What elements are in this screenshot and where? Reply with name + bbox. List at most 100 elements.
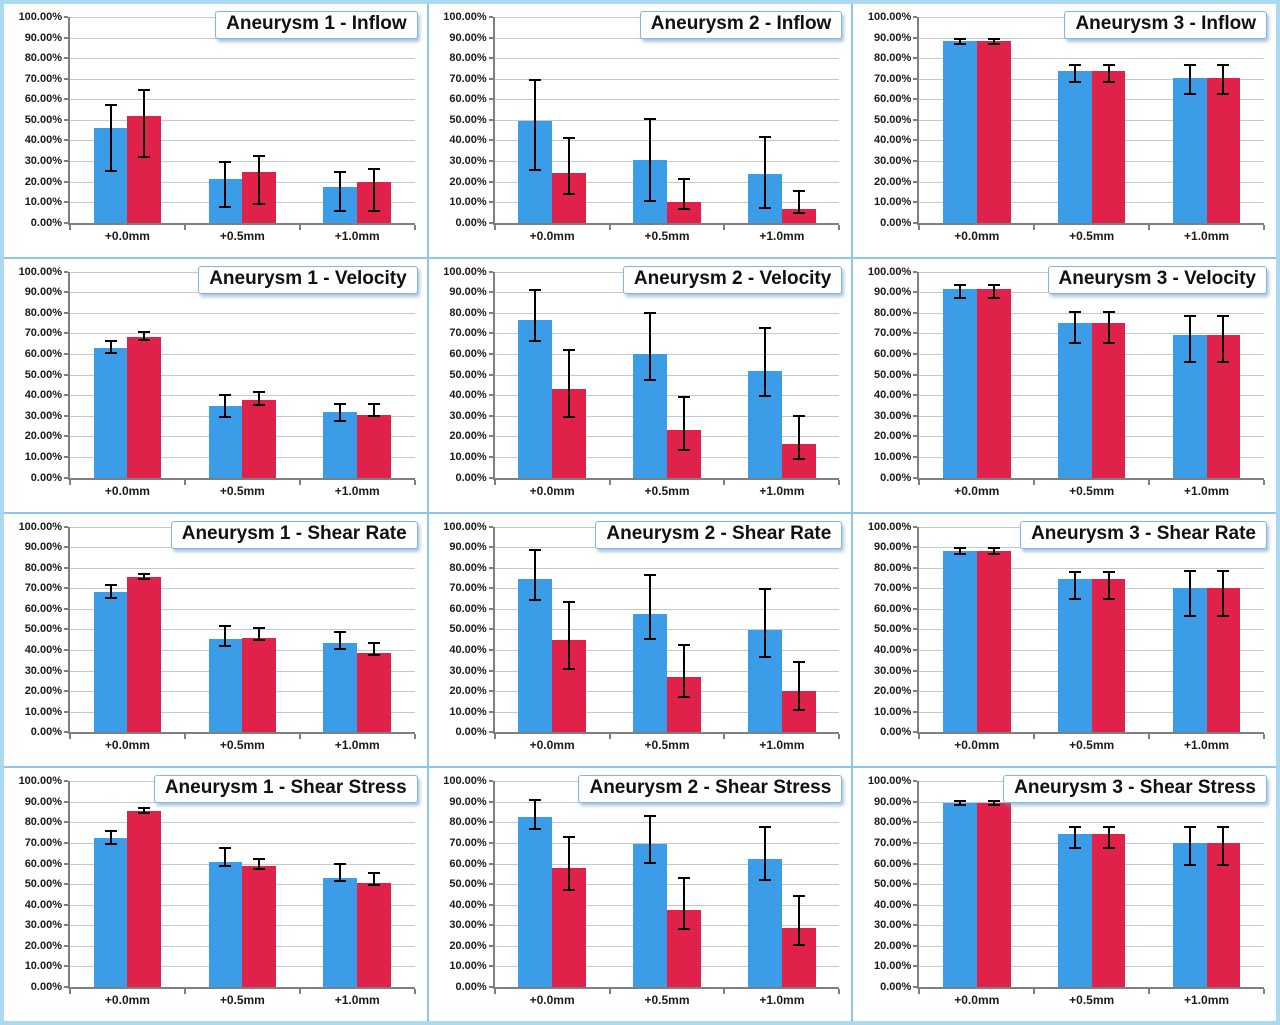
x-axis-tick: [918, 224, 921, 230]
err-cap-bot: [104, 170, 117, 173]
red-bar-+0.0mm: [127, 336, 162, 478]
plot-area: 0.00% 10.00% 20.00% 30.00% 40.00% 50.00% 60.00…: [868, 266, 1265, 498]
err-cap-top: [792, 661, 805, 664]
y-axis-tick: [913, 221, 918, 224]
gridline: [494, 822, 840, 824]
err-line: [649, 117, 652, 203]
y-axis-tick: [64, 710, 68, 713]
y-axis-tick: [913, 821, 918, 824]
y-axis-tick: [488, 36, 493, 39]
chart-panel: 0.00% 10.00% 20.00% 30.00% 40.00% 50.00% 60.00…: [428, 513, 852, 767]
err-line: [567, 835, 570, 892]
err-line: [1107, 64, 1110, 83]
plot-area: 0.00% 10.00% 20.00% 30.00% 40.00% 50.00% 60.00…: [19, 521, 416, 752]
error-bar: [792, 414, 805, 461]
y-axis-label: 90.00%: [874, 31, 912, 44]
err-cap-bot: [529, 339, 542, 342]
error-bar: [953, 37, 966, 45]
err-line: [373, 403, 376, 417]
y-axis-tick: [913, 965, 918, 968]
y-axis-label: 70.00%: [449, 836, 487, 849]
error-bar: [1183, 314, 1196, 364]
x-axis-tick: [493, 989, 496, 994]
y-axis-tick: [64, 965, 68, 968]
gridline: [70, 588, 415, 590]
y-axis-label: 60.00%: [874, 602, 912, 615]
err-line: [534, 798, 537, 830]
err-cap-top: [1183, 825, 1196, 828]
x-category-label: +1.0mm: [759, 483, 805, 498]
y-axis-tick: [913, 525, 918, 528]
gridline: [494, 649, 840, 651]
y-axis-tick: [488, 669, 493, 672]
red-bar-+0.0mm: [976, 551, 1011, 733]
gridline: [494, 312, 840, 314]
x-axis-tick: [1262, 224, 1265, 230]
error-bar: [219, 625, 232, 647]
err-line: [682, 643, 685, 699]
err-cap-bot: [334, 419, 347, 422]
err-line: [1222, 314, 1225, 364]
err-cap-top: [104, 829, 117, 832]
y-axis-tick: [64, 139, 68, 142]
y-axis-label: 0.00%: [30, 471, 62, 484]
y-axis-label: 80.00%: [449, 306, 487, 319]
y-axis-label: 90.00%: [24, 31, 62, 44]
err-cap-bot: [758, 656, 771, 659]
y-axis-label: 10.00%: [24, 450, 62, 463]
blue-bar-+0.5mm: [208, 861, 243, 987]
error-bar: [1102, 310, 1115, 344]
plot-area: 0.00% 10.00% 20.00% 30.00% 40.00% 50.00% 60.00…: [443, 521, 841, 752]
plot-area: 0.00% 10.00% 20.00% 30.00% 40.00% 50.00% 60.00…: [19, 266, 416, 498]
y-axis-tick: [913, 587, 918, 590]
err-cap-bot: [758, 395, 771, 398]
y-axis-label: 80.00%: [874, 561, 912, 574]
error-bar: [953, 799, 966, 806]
y-axis-tick: [913, 98, 918, 101]
y-axis-label: 50.00%: [874, 623, 912, 636]
err-cap-top: [1068, 310, 1081, 313]
err-line: [339, 862, 342, 883]
y-axis-tick: [488, 435, 493, 438]
x-axis-tick: [298, 734, 301, 740]
err-cap-top: [529, 798, 542, 801]
gridline: [494, 78, 840, 80]
y-axis-tick: [64, 944, 68, 947]
err-cap-top: [104, 584, 117, 587]
y-axis-label: 60.00%: [449, 93, 487, 106]
y-axis-tick: [64, 903, 68, 906]
gridline: [494, 884, 840, 886]
error-bar: [792, 189, 805, 214]
x-axis-tick: [413, 479, 416, 485]
y-axis-label: 80.00%: [874, 306, 912, 319]
y-axis-tick: [64, 353, 68, 356]
x-axis-tick: [1033, 224, 1036, 230]
blue-bar-+0.0mm: [93, 592, 128, 733]
y-axis-tick: [488, 986, 493, 988]
y-axis-label: 70.00%: [449, 582, 487, 595]
y-axis-tick: [64, 566, 68, 569]
red-bar-+0.5mm: [666, 202, 701, 223]
y-axis-tick: [64, 669, 68, 672]
error-bar: [1102, 64, 1115, 83]
chart-panel: 0.00% 10.00% 20.00% 30.00% 40.00% 50.00% 60.00…: [4, 768, 427, 1021]
err-line: [534, 78, 537, 172]
x-category-label: +1.0mm: [1184, 738, 1230, 753]
plot-area: 0.00% 10.00% 20.00% 30.00% 40.00% 50.00% 60.00…: [868, 521, 1265, 752]
err-line: [339, 403, 342, 422]
err-cap-top: [1217, 569, 1230, 572]
err-cap-bot: [1183, 361, 1196, 364]
gridline: [494, 140, 840, 142]
err-line: [992, 799, 995, 806]
gridline: [919, 822, 1264, 824]
err-cap-top: [562, 835, 575, 838]
y-axis-tick: [488, 731, 493, 734]
red-bar-+0.5mm: [242, 637, 277, 733]
y-axis-label: 40.00%: [24, 134, 62, 147]
x-axis-tick: [608, 734, 611, 740]
y-axis-label: 60.00%: [449, 857, 487, 870]
err-line: [143, 331, 146, 341]
y-axis-tick: [488, 607, 493, 610]
x-category-label: +0.0mm: [954, 228, 1000, 243]
x-axis-tick: [918, 989, 921, 994]
